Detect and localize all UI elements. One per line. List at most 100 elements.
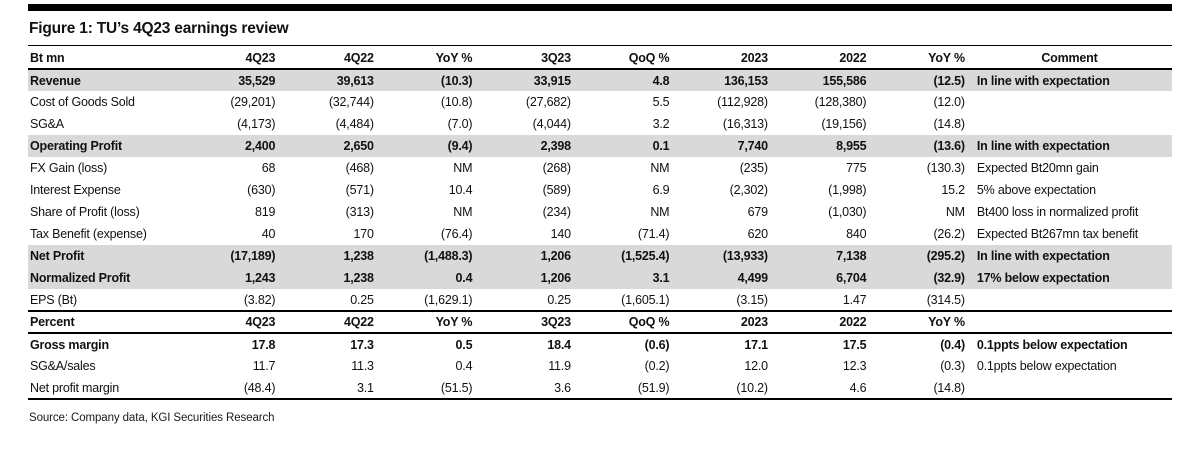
table-row: SG&A (4,173) (4,484) (7.0) (4,044) 3.2 (16,313… (28, 113, 1172, 135)
value-cell: (234) (542, 205, 571, 219)
comment-cell: Expected Bt20mn gain (976, 161, 1099, 175)
column-header: QoQ % (628, 50, 670, 65)
value-cell: 0.25 (547, 292, 571, 307)
row-label: Operating Profit (28, 135, 179, 157)
value-cell: 840 (846, 227, 867, 241)
value-cell: 3.1 (357, 380, 374, 395)
row-label: SG&A (30, 117, 64, 131)
value-cell: (12.5) (868, 69, 967, 91)
value-cell: (3.15) (736, 292, 768, 307)
comment-cell (967, 311, 1172, 333)
value-cell: 0.1 (572, 135, 672, 157)
value-cell: 17.8 (251, 337, 276, 352)
column-header: 2022 (839, 50, 867, 65)
value-cell: 11.7 (252, 359, 276, 373)
value-cell: 0.5 (455, 337, 473, 352)
value-cell: 1,238 (277, 245, 376, 267)
value-cell: 2022 (839, 315, 867, 329)
value-cell: 819 (255, 205, 276, 219)
figure-title: Figure 1: TU’s 4Q23 earnings review (28, 11, 1172, 46)
value-cell: 6.9 (652, 183, 670, 197)
value-cell: (1,998) (828, 183, 867, 197)
table-head: Bt mn 4Q23 4Q22 YoY % 3Q23 QoQ % 2023 2022 YoY %… (28, 47, 1172, 69)
value-cell: (1,525.4) (572, 245, 672, 267)
table-row: Share of Profit (loss) 819 (313) NM (234) NM 6… (28, 201, 1172, 223)
value-cell: (128,380) (814, 95, 867, 109)
comment-cell: 0.1ppts below expectation (976, 337, 1128, 352)
row-label: Tax Benefit (expense) (30, 227, 147, 241)
value-cell: 2,650 (277, 135, 376, 157)
value-cell: 0.4 (375, 267, 475, 289)
earnings-table: Bt mn 4Q23 4Q22 YoY % 3Q23 QoQ % 2023 2022 YoY %… (28, 47, 1172, 400)
value-cell: (2,302) (729, 183, 768, 197)
table-row: FX Gain (loss) 68 (468) NM (268) NM (235) 775 (1… (28, 157, 1172, 179)
top-rule-bar (28, 4, 1172, 11)
value-cell: (17,189) (178, 245, 278, 267)
comment-cell: In line with expectation (966, 69, 1172, 91)
row-label: Normalized Profit (28, 267, 179, 289)
value-cell: NM (945, 205, 965, 219)
report-page: Figure 1: TU’s 4Q23 earnings review Bt m… (0, 4, 1200, 424)
value-cell: 33,915 (474, 69, 573, 91)
value-cell: (1,488.3) (375, 245, 475, 267)
table-row: Revenue 35,529 39,613 (10.3) 33,915 4.8 136,15… (28, 69, 1172, 91)
value-cell: 1,243 (178, 267, 278, 289)
row-label: EPS (Bt) (30, 292, 78, 307)
comment-cell (967, 113, 1172, 135)
comment-cell: 5% above expectation (976, 183, 1096, 197)
value-cell: NM (453, 205, 473, 219)
row-label: Interest Expense (30, 183, 121, 197)
value-cell: 4,499 (671, 267, 770, 289)
value-cell: (10.8) (440, 95, 473, 109)
value-cell: 170 (353, 227, 374, 241)
value-cell: 679 (747, 205, 768, 219)
value-cell: (76.4) (440, 227, 473, 241)
row-label: Cost of Goods Sold (30, 95, 135, 109)
column-header: YoY % (928, 50, 965, 65)
row-label: FX Gain (loss) (30, 161, 108, 175)
value-cell: 40 (261, 227, 276, 241)
value-cell: (130.3) (926, 161, 965, 175)
value-cell: 18.4 (547, 337, 571, 352)
column-header: 4Q22 (344, 50, 374, 65)
value-cell: (51.5) (440, 380, 473, 395)
value-cell: (4,484) (335, 117, 374, 131)
value-cell: 4.6 (849, 380, 867, 395)
value-cell: (112,928) (717, 95, 768, 109)
column-header: 4Q23 (245, 50, 276, 65)
value-cell: 8,955 (769, 135, 869, 157)
column-header: YoY % (435, 50, 473, 65)
value-cell: (13.6) (868, 135, 967, 157)
value-cell: 0.4 (455, 359, 473, 373)
value-cell: 17.1 (744, 337, 768, 352)
value-cell: (0.3) (940, 359, 965, 373)
row-label: SG&A/sales (30, 359, 96, 373)
value-cell: (9.4) (375, 135, 475, 157)
value-cell: 1,206 (474, 245, 573, 267)
value-cell: 1,238 (277, 267, 376, 289)
column-header: 3Q23 (541, 50, 571, 65)
table-row: Operating Profit 2,400 2,650 (9.4) 2,398 0.1 7… (28, 135, 1172, 157)
column-header: Bt mn (30, 50, 65, 65)
value-cell: 2023 (740, 315, 768, 329)
value-cell: 7,138 (769, 245, 869, 267)
value-cell: 4Q22 (344, 315, 374, 329)
value-cell: NM (650, 161, 670, 175)
comment-cell: Expected Bt267mn tax benefit (976, 227, 1139, 241)
value-cell: (1,030) (828, 205, 867, 219)
comment-cell: In line with expectation (966, 135, 1172, 157)
table-row: Cost of Goods Sold (29,201) (32,744) (10.8)… (28, 91, 1172, 113)
value-cell: 140 (550, 227, 571, 241)
column-header: Comment (1041, 50, 1098, 65)
comment-cell (967, 289, 1172, 311)
value-cell: 12.0 (744, 359, 768, 373)
value-cell: (3.82) (243, 292, 276, 307)
table-row: Interest Expense (630) (571) 10.4 (589) 6.9 (2… (28, 179, 1172, 201)
source-note: Source: Company data, KGI Securities Res… (29, 412, 275, 424)
value-cell: (32.9) (868, 267, 967, 289)
value-cell: 7,740 (671, 135, 770, 157)
value-cell: 11.9 (548, 359, 571, 373)
value-cell: (0.6) (644, 337, 670, 352)
value-cell: (10.3) (375, 69, 475, 91)
table-body: Revenue 35,529 39,613 (10.3) 33,915 4.8 136,15… (28, 69, 1172, 399)
